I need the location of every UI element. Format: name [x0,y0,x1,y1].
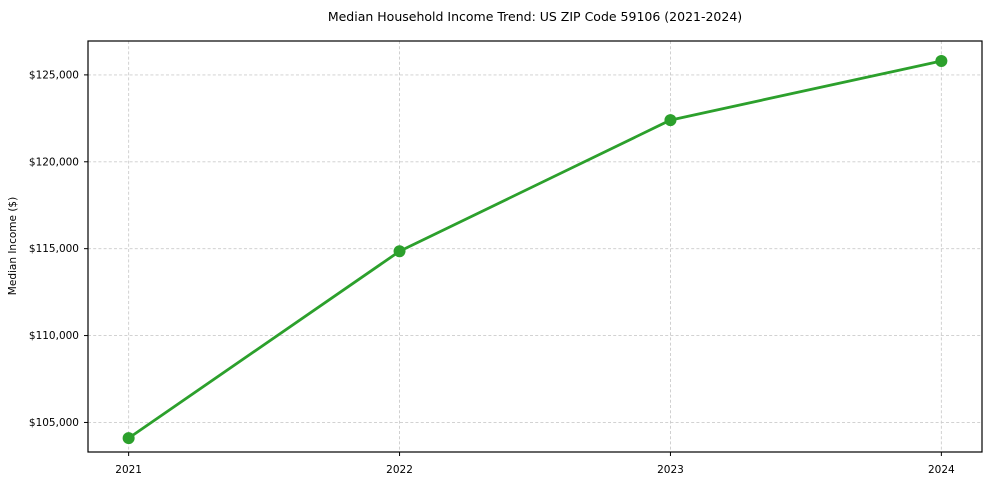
y-axis-label: Median Income ($) [7,197,19,295]
y-tick-label: $115,000 [29,243,79,255]
x-tick-label: 2022 [386,464,413,476]
y-tick-label: $125,000 [29,69,79,81]
income-trend-line [127,59,943,440]
x-tick-label: 2024 [928,464,955,476]
data-point-2021 [122,432,135,445]
chart-title: Median Household Income Trend: US ZIP Co… [328,9,742,24]
plot-border [87,40,983,453]
data-point-2024 [935,54,948,67]
y-tick-label: $110,000 [29,330,79,342]
y-tick-label: $105,000 [29,417,79,429]
x-tick-label: 2023 [657,464,684,476]
data-point-2022 [393,245,406,258]
x-tick-label: 2021 [115,464,142,476]
data-point-2023 [664,114,677,127]
y-tick-label: $120,000 [29,156,79,168]
